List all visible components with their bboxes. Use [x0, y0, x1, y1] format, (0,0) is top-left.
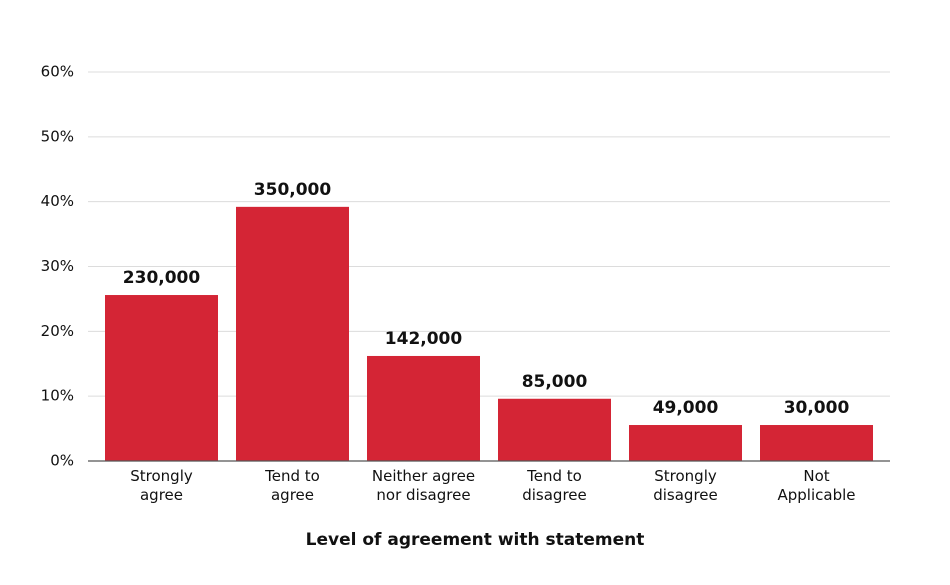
bar	[236, 206, 349, 461]
y-tick-label: 60%	[41, 63, 74, 81]
y-tick-label: 40%	[41, 192, 74, 210]
x-tick-label: Tend to disagree	[522, 467, 587, 504]
value-label: 49,000	[653, 398, 719, 418]
x-tick-label: Strongly disagree	[653, 467, 718, 504]
x-tick-label: Strongly agree	[130, 467, 193, 504]
bar	[105, 295, 218, 461]
y-tick-label: 30%	[41, 257, 74, 275]
bar	[498, 398, 611, 461]
y-tick-label: 50%	[41, 127, 74, 145]
value-label: 350,000	[254, 180, 332, 200]
y-tick-label: 0%	[50, 452, 74, 470]
x-axis-title: Level of agreement with statement	[305, 530, 645, 550]
value-label: 30,000	[784, 398, 850, 418]
y-tick-label: 10%	[41, 387, 74, 405]
x-tick-label: Tend to agree	[265, 467, 320, 504]
value-label: 230,000	[123, 268, 201, 288]
bar	[760, 425, 873, 461]
value-label: 85,000	[522, 372, 588, 392]
bar	[629, 425, 742, 461]
value-label: 142,000	[385, 329, 463, 349]
x-tick-label: Neither agree nor disagree	[371, 467, 476, 504]
bar	[367, 355, 480, 461]
y-tick-label: 20%	[41, 322, 74, 340]
x-tick-label: Not Applicable	[777, 467, 856, 504]
